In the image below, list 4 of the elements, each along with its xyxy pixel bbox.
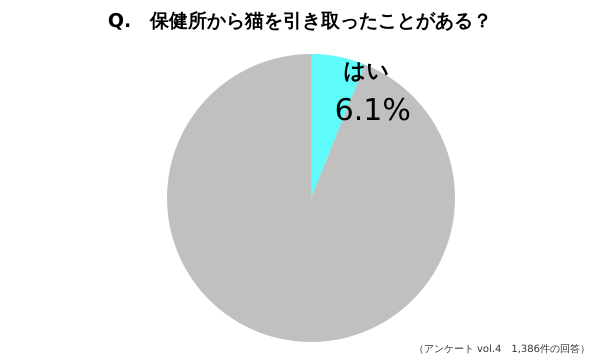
slice-label: はい <box>344 58 390 84</box>
chart-title: Q. 保健所から猫を引き取ったことがある？ <box>106 9 494 34</box>
data-label: 6.1% <box>334 93 411 128</box>
text: （アンケート vol.4 1,386件の回答） <box>414 343 590 356</box>
